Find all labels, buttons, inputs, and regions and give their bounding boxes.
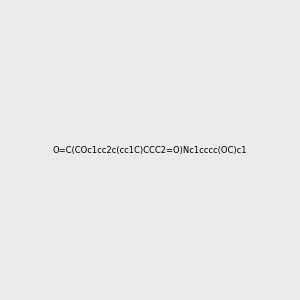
- Text: O=C(COc1cc2c(cc1C)CCC2=O)Nc1cccc(OC)c1: O=C(COc1cc2c(cc1C)CCC2=O)Nc1cccc(OC)c1: [53, 146, 247, 154]
